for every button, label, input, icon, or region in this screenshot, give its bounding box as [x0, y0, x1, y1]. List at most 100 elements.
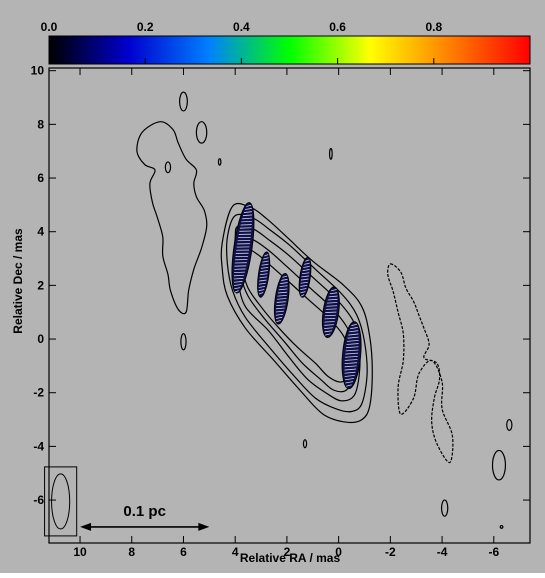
- knot-hatch-line: [331, 289, 337, 292]
- knot-hatch-line: [344, 362, 358, 365]
- knot-hatch-line: [259, 279, 267, 282]
- knot-hatch-line: [234, 265, 247, 267]
- knot-hatch-line: [300, 284, 308, 287]
- x-tick-label: 2: [284, 545, 291, 559]
- knot-hatch-line: [301, 272, 310, 275]
- plot-area: [136, 91, 513, 529]
- knot-hatch-line: [346, 343, 359, 345]
- knot-hatch-line: [275, 313, 284, 316]
- x-tick-label: -4: [437, 545, 448, 559]
- knot-hatch-line: [258, 292, 264, 295]
- knot-hatch-line: [233, 281, 243, 283]
- knot-hatch-line: [234, 287, 241, 290]
- knot-hatch-line: [303, 265, 310, 268]
- x-axis-label: Relative RA / mas: [240, 551, 341, 565]
- knot-hatch-line: [346, 346, 359, 349]
- knot-hatch-line: [300, 291, 306, 294]
- x-tick-label: 10: [73, 545, 87, 559]
- small-contour-island: [164, 161, 172, 174]
- knot-layer: [231, 202, 362, 390]
- knot-hatch-line: [324, 324, 334, 326]
- knot-hatch-line: [233, 274, 245, 277]
- small-contour-island: [180, 333, 187, 351]
- knot-hatch-line: [300, 278, 309, 281]
- small-contour-island: [328, 147, 333, 160]
- small-contour-island: [440, 499, 449, 517]
- y-tick-label: -6: [33, 493, 44, 507]
- jet-knot-fill: [231, 202, 255, 294]
- knot-hatch-line: [235, 252, 249, 254]
- colorbar-tick-label: 0.8: [425, 20, 442, 34]
- knot-hatch-line: [234, 271, 245, 273]
- knot-hatch-line: [345, 352, 359, 355]
- colorbar-tick-label: 0.0: [41, 20, 58, 34]
- x-tick-label: 4: [232, 545, 239, 559]
- colorbar-tick-label: 0.2: [137, 20, 154, 34]
- jet-knot: [341, 321, 362, 390]
- jet-contour-line: [237, 235, 356, 393]
- knot-hatch-line: [324, 330, 332, 333]
- small-contour-island: [178, 91, 188, 112]
- knot-hatch-line: [241, 220, 252, 223]
- scale-bar-arrow-left: [80, 522, 92, 531]
- knot-hatch-line: [302, 269, 310, 271]
- knot-hatch-line: [262, 260, 269, 263]
- colorbar-ticks: 0.0 0.2 0.4 0.6 0.8: [41, 20, 442, 64]
- knot-hatch-line: [237, 243, 250, 245]
- knot-hatch-line: [234, 268, 246, 270]
- beam-frame: [44, 466, 78, 537]
- knot-hatch-line: [281, 278, 288, 281]
- knot-hatch-line: [325, 311, 337, 313]
- small-contour-island: [499, 524, 504, 529]
- knot-hatch-line: [278, 291, 288, 294]
- jet-knot-fill: [341, 321, 362, 390]
- knot-hatch-line: [236, 246, 250, 248]
- knot-hatch-line: [300, 294, 305, 297]
- knot-hatch-line: [258, 282, 266, 285]
- jet-knot: [231, 202, 255, 294]
- y-tick-label: 4: [37, 225, 44, 239]
- knot-hatch-line: [300, 288, 307, 291]
- colorbar-tick-label: 0.6: [329, 20, 346, 34]
- knot-hatch-line: [236, 249, 250, 251]
- knot-hatch-line: [327, 302, 338, 304]
- knot-hatch-line: [276, 307, 285, 310]
- y-tick-label: -2: [33, 386, 44, 400]
- knot-hatch-line: [349, 330, 359, 333]
- knot-hatch-line: [233, 284, 242, 286]
- knot-hatch-line: [238, 236, 251, 239]
- knot-hatch-line: [324, 333, 331, 336]
- knot-hatch-line: [304, 262, 310, 265]
- colorbar-tick-label: 0.4: [233, 20, 250, 34]
- colorbar-gradient: [48, 35, 531, 65]
- knot-hatch-line: [246, 204, 252, 207]
- x-tick-label: 0: [335, 545, 342, 559]
- knot-hatch-line: [263, 257, 269, 260]
- knot-hatch-line: [235, 259, 248, 261]
- knot-hatch-line: [277, 294, 287, 297]
- jet-knot: [257, 251, 271, 298]
- knot-hatch-line: [348, 333, 359, 336]
- jet-knot: [298, 256, 312, 298]
- x-tick-label: 6: [180, 545, 187, 559]
- small-contour-island: [491, 449, 507, 481]
- y-tick-label: 2: [37, 278, 44, 292]
- x-tick-label: 8: [128, 545, 135, 559]
- jet-knot-fill: [298, 256, 312, 298]
- knot-hatch-line: [324, 321, 335, 323]
- knot-hatch-line: [239, 230, 252, 232]
- knot-hatch-line: [346, 384, 352, 387]
- knot-hatch-line: [344, 365, 357, 368]
- knot-hatch-line: [344, 368, 357, 371]
- knot-hatch-line: [237, 240, 251, 242]
- knot-hatch-line: [305, 259, 310, 262]
- knot-hatch-line: [277, 298, 287, 300]
- small-contour-island: [302, 439, 308, 449]
- knot-hatch-line: [258, 285, 266, 288]
- knot-hatch-line: [301, 275, 309, 278]
- knot-hatch-line: [279, 285, 288, 288]
- knot-hatch-line: [324, 314, 336, 317]
- knot-hatch-line: [329, 292, 338, 295]
